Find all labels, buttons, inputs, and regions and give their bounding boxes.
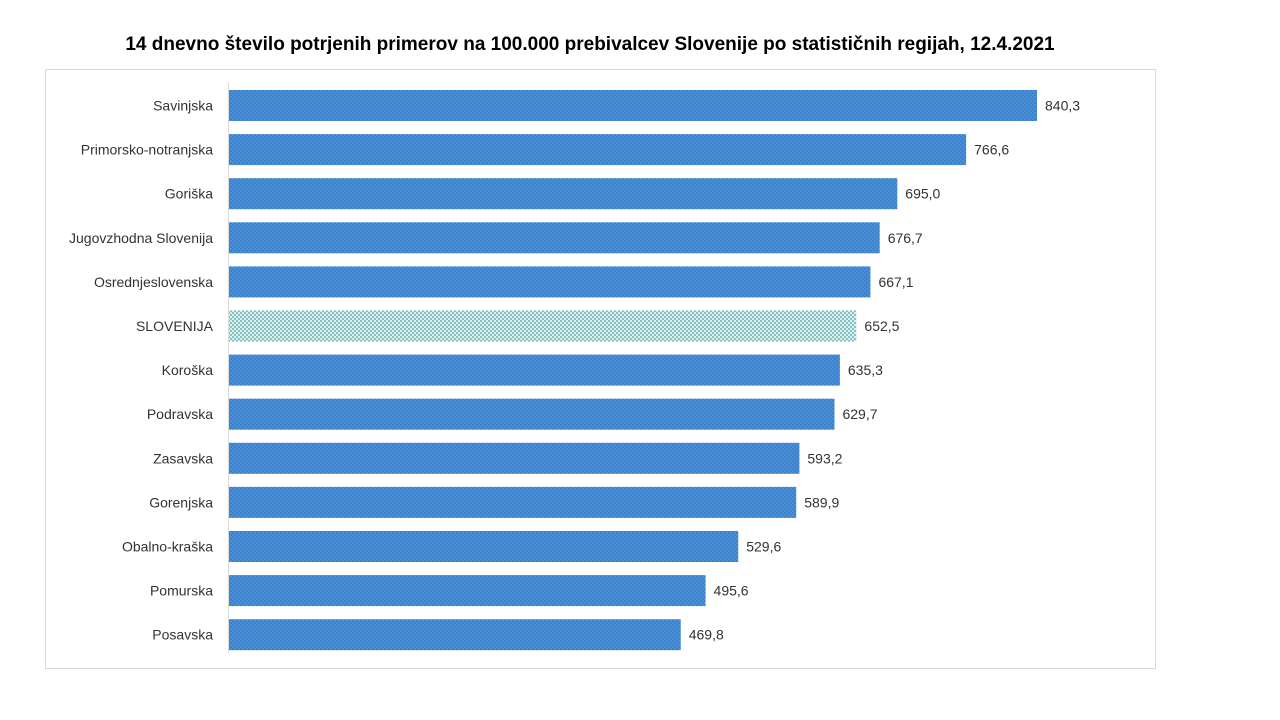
category-label: Primorsko-notranjska [81,142,213,158]
data-label: 652,5 [864,318,899,334]
bar [229,486,797,518]
bar [229,398,835,430]
data-label: 589,9 [804,494,839,510]
data-label: 840,3 [1045,98,1080,114]
data-label: 676,7 [888,230,923,246]
data-label: 495,6 [714,583,749,599]
bar-highlight [229,310,857,342]
bar [229,178,898,210]
category-label: Savinjska [153,98,213,114]
bar [229,134,967,166]
category-label: Obalno-kraška [122,539,213,555]
data-label: 593,2 [807,450,842,466]
category-label: Gorenjska [149,494,213,510]
bar [229,575,706,607]
bar [229,266,871,298]
data-label: 695,0 [905,186,940,202]
data-label: 766,6 [974,142,1009,158]
category-label: Zasavska [153,450,213,466]
bar [229,222,880,254]
category-label: Podravska [147,406,213,422]
data-label: 629,7 [842,406,877,422]
category-label: Osrednjeslovenska [94,274,213,290]
category-label: Jugovzhodna Slovenija [69,230,213,246]
data-label: 667,1 [878,274,913,290]
category-label: Pomurska [150,583,213,599]
category-label: Posavska [152,627,213,643]
data-label: 529,6 [746,539,781,555]
category-label: SLOVENIJA [136,318,214,334]
category-label: Goriška [165,186,213,202]
data-label: 469,8 [689,627,724,643]
bar [229,531,739,562]
bar [229,90,1037,121]
chart-title: 14 dnevno število potrjenih primerov na … [125,34,1055,55]
category-label: Koroška [162,362,214,378]
bar [229,354,840,386]
data-label: 635,3 [848,362,883,378]
bar [229,619,681,651]
bar [229,442,800,474]
